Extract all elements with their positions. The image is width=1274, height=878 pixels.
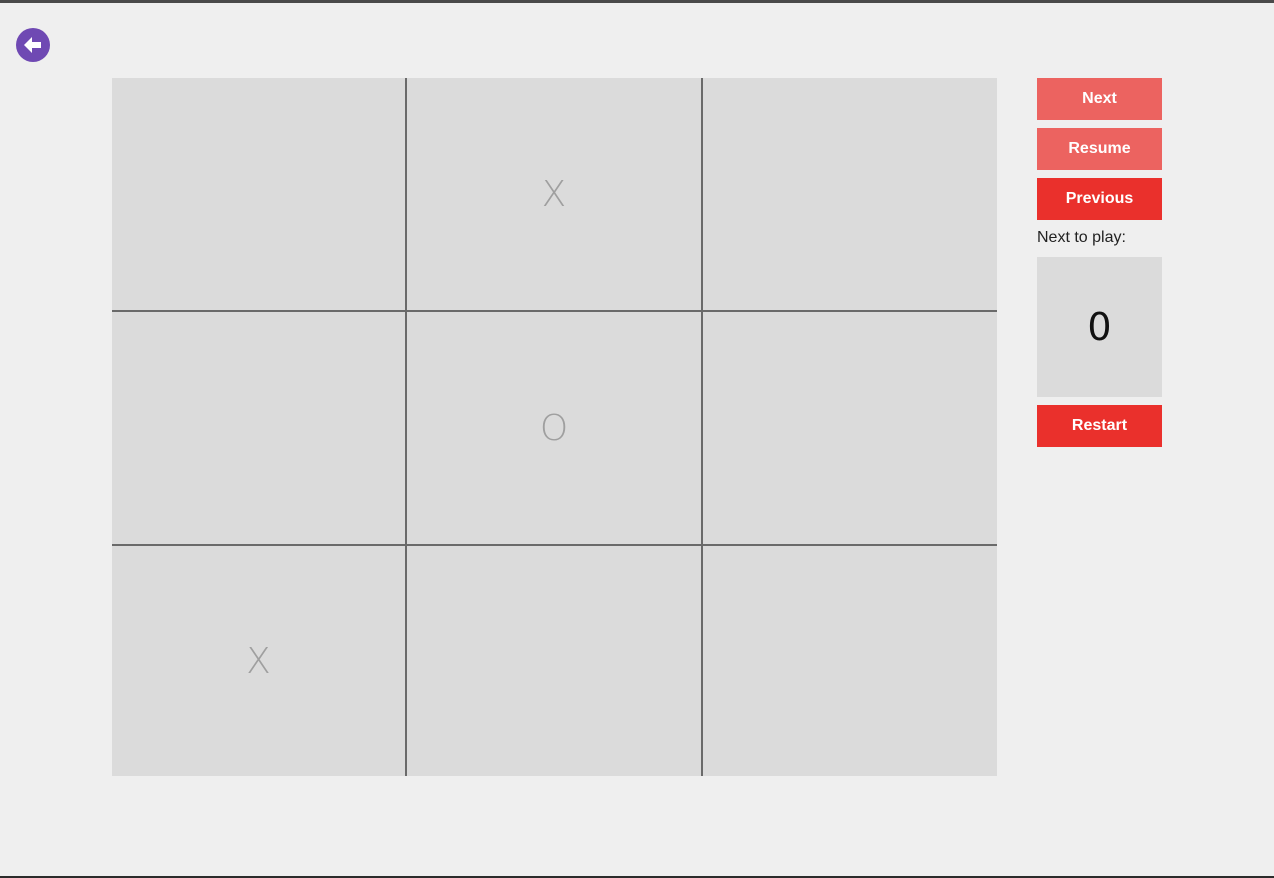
control-panel: Next Resume Previous Next to play: 0 Res… — [1037, 78, 1162, 455]
board-cell[interactable] — [112, 310, 405, 544]
board-cell[interactable]: X — [405, 78, 701, 310]
game-board: X O X — [112, 78, 997, 776]
board-cell[interactable] — [701, 310, 997, 544]
arrow-left-icon — [24, 37, 41, 53]
next-to-play-value: 0 — [1037, 257, 1162, 397]
board-cell[interactable] — [112, 78, 405, 310]
back-button[interactable] — [16, 28, 50, 62]
board-cell[interactable]: X — [112, 544, 405, 776]
board-cell[interactable] — [701, 544, 997, 776]
next-to-play-label: Next to play: — [1037, 229, 1126, 246]
board-cell[interactable] — [701, 78, 997, 310]
board-cell[interactable]: O — [405, 310, 701, 544]
board-cell[interactable] — [405, 544, 701, 776]
resume-button[interactable]: Resume — [1037, 128, 1162, 170]
restart-button[interactable]: Restart — [1037, 405, 1162, 447]
previous-button[interactable]: Previous — [1037, 178, 1162, 220]
next-button[interactable]: Next — [1037, 78, 1162, 120]
